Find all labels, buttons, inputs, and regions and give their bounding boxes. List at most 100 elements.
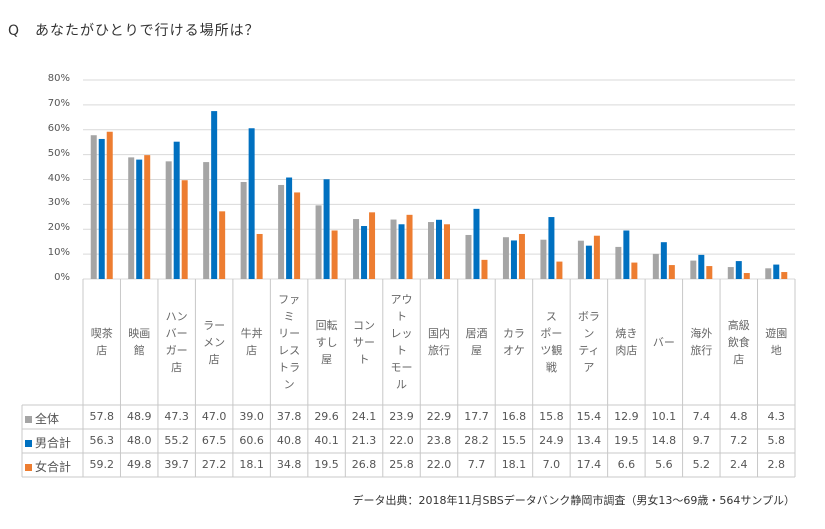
bar-女合計 bbox=[106, 131, 113, 279]
table-value: 18.1 bbox=[239, 458, 264, 471]
table-value: 15.4 bbox=[576, 410, 602, 423]
table-value: 48.0 bbox=[126, 434, 152, 447]
table-value: 40.1 bbox=[314, 434, 339, 447]
bar-全体 bbox=[240, 181, 247, 279]
bar-女合計 bbox=[219, 211, 226, 279]
table-value: 59.2 bbox=[89, 458, 114, 471]
bar-女合計 bbox=[369, 212, 376, 279]
bar-全体 bbox=[203, 162, 210, 279]
table-value: 29.6 bbox=[314, 410, 339, 423]
y-tick-label: 0% bbox=[54, 272, 70, 283]
bar-女合計 bbox=[444, 224, 450, 279]
bar-全体 bbox=[615, 246, 622, 279]
bar-女合計 bbox=[256, 233, 263, 279]
table-value: 60.6 bbox=[239, 434, 264, 447]
bar-女合計 bbox=[781, 272, 788, 279]
bar-全体 bbox=[90, 135, 97, 279]
category-label: 映画 館 bbox=[128, 327, 151, 357]
table-value: 40.8 bbox=[276, 434, 302, 447]
y-tick-label: 40% bbox=[47, 172, 70, 184]
legend-label: 男合計 bbox=[35, 436, 72, 450]
bar-女合計 bbox=[556, 261, 563, 279]
bar-全体 bbox=[652, 253, 659, 279]
bar-女合計 bbox=[631, 262, 638, 279]
bar-男合計 bbox=[660, 242, 667, 279]
table-value: 18.1 bbox=[501, 458, 527, 471]
table-value: 12.9 bbox=[614, 410, 639, 423]
bar-全体 bbox=[577, 240, 584, 279]
bar-男合計 bbox=[211, 111, 218, 279]
table-value: 7.4 bbox=[692, 410, 711, 423]
bar-全体 bbox=[465, 234, 472, 279]
category-label: 国内 旅行 bbox=[427, 327, 450, 357]
bar-男合計 bbox=[248, 128, 255, 279]
table-value: 49.8 bbox=[126, 458, 152, 471]
bar-女合計 bbox=[406, 214, 413, 279]
category-label: 回転 すし 屋 bbox=[315, 318, 338, 366]
table-value: 5.2 bbox=[692, 458, 711, 471]
table-value: 15.8 bbox=[539, 410, 564, 423]
table-value: 22.0 bbox=[389, 434, 414, 447]
y-tick-label: 60% bbox=[47, 122, 70, 134]
legend-label: 全体 bbox=[35, 412, 60, 426]
bar-全体 bbox=[390, 219, 397, 279]
category-label: アウ ト レッ ト モー ル bbox=[390, 293, 413, 391]
category-label: 喫茶 店 bbox=[90, 327, 113, 357]
table-value: 16.8 bbox=[501, 410, 527, 423]
page-title: Q あなたがひとりで行ける場所は？ bbox=[8, 23, 260, 39]
table-value: 17.4 bbox=[576, 458, 602, 471]
table-value: 10.1 bbox=[651, 410, 677, 423]
y-tick-label: 80% bbox=[47, 73, 70, 84]
table-value: 7.2 bbox=[730, 434, 748, 447]
bar-男合計 bbox=[735, 261, 742, 279]
table-value: 57.8 bbox=[89, 410, 114, 423]
table-value: 2.8 bbox=[767, 458, 786, 471]
bar-男合計 bbox=[585, 245, 592, 279]
table-value: 6.6 bbox=[617, 458, 636, 471]
table-value: 55.2 bbox=[164, 434, 189, 447]
table-value: 39.7 bbox=[164, 458, 189, 471]
table-value: 13.4 bbox=[576, 434, 602, 447]
table-value: 7.0 bbox=[542, 458, 561, 471]
table-value: 2.4 bbox=[730, 458, 748, 471]
bar-女合計 bbox=[181, 180, 188, 279]
category-label: バー bbox=[652, 335, 675, 349]
table-value: 34.8 bbox=[276, 458, 302, 471]
bar-女合計 bbox=[593, 235, 600, 279]
table-value: 27.2 bbox=[201, 458, 227, 471]
table-value: 28.2 bbox=[464, 434, 489, 447]
table-value: 47.3 bbox=[164, 410, 189, 423]
bar-男合計 bbox=[436, 219, 442, 279]
bar-女合計 bbox=[743, 273, 750, 279]
y-tick-label: 30% bbox=[47, 197, 70, 209]
legend-item: 女合計 bbox=[25, 458, 71, 475]
bar-男合計 bbox=[548, 217, 555, 279]
bar-全体 bbox=[765, 268, 772, 279]
y-tick-label: 50% bbox=[47, 147, 70, 159]
legend-item: 全体 bbox=[25, 410, 59, 427]
table-value: 17.7 bbox=[464, 410, 489, 423]
table-value: 19.5 bbox=[314, 458, 339, 471]
table-value: 19.5 bbox=[614, 434, 639, 447]
y-tick-label: 20% bbox=[47, 222, 70, 234]
table-value: 23.8 bbox=[426, 434, 452, 447]
table-value: 5.6 bbox=[655, 458, 673, 471]
bar-全体 bbox=[727, 267, 734, 279]
table-value: 9.7 bbox=[692, 434, 711, 447]
table-value: 48.9 bbox=[126, 410, 152, 423]
table-value: 24.9 bbox=[539, 434, 564, 447]
table-value: 5.8 bbox=[767, 434, 786, 447]
table-value: 23.9 bbox=[389, 410, 414, 423]
category-label: ス ポー ツ観 戦 bbox=[540, 310, 563, 374]
table-value: 37.8 bbox=[276, 410, 302, 423]
table-value: 4.8 bbox=[730, 410, 748, 423]
category-label: ハン バー ガー 店 bbox=[165, 310, 188, 374]
bar-男合計 bbox=[98, 138, 105, 279]
table-value: 22.9 bbox=[426, 410, 452, 423]
category-label: カラ オケ bbox=[502, 327, 525, 357]
bar-女合計 bbox=[144, 155, 151, 279]
bar-男合計 bbox=[773, 264, 780, 279]
table-value: 47.0 bbox=[201, 410, 227, 423]
bar-男合計 bbox=[286, 177, 293, 279]
